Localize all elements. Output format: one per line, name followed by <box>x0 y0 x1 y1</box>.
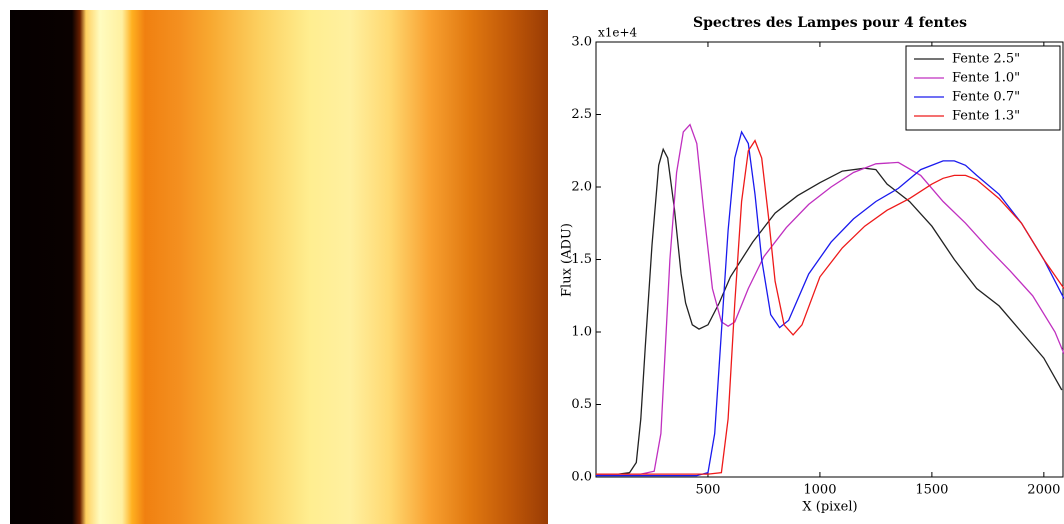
y-tick-label: 0.5 <box>571 397 592 412</box>
y-tick-label: 2.0 <box>571 180 592 195</box>
x-tick-label: 1000 <box>803 483 836 498</box>
plot-frame <box>595 41 1064 478</box>
y-offset-label: x1e+4 <box>598 26 638 40</box>
y-tick-label: 2.5 <box>571 107 592 122</box>
y-tick-label: 3.0 <box>571 35 592 50</box>
legend-label: Fente 1.3" <box>952 109 1020 124</box>
ccd-flat-image <box>10 10 548 524</box>
chart-title: Spectres des Lampes pour 4 fentes <box>693 15 967 31</box>
y-axis-label: Flux (ADU) <box>560 223 575 297</box>
series-line <box>596 139 1064 475</box>
series-line <box>596 130 1064 477</box>
x-tick-label: 500 <box>696 483 721 498</box>
legend-label: Fente 1.0" <box>952 71 1020 86</box>
y-tick-label: 1.5 <box>571 252 592 267</box>
y-tick-label: 0.0 <box>571 470 592 485</box>
legend-label: Fente 0.7" <box>952 90 1020 105</box>
legend-label: Fente 2.5" <box>952 52 1020 67</box>
x-tick-label: 2000 <box>1027 483 1060 498</box>
series-line <box>596 147 1063 475</box>
x-axis-label: X (pixel) <box>802 500 857 515</box>
x-tick-label: 1500 <box>915 483 948 498</box>
y-tick-label: 1.0 <box>571 325 592 340</box>
series-line <box>596 123 1064 475</box>
